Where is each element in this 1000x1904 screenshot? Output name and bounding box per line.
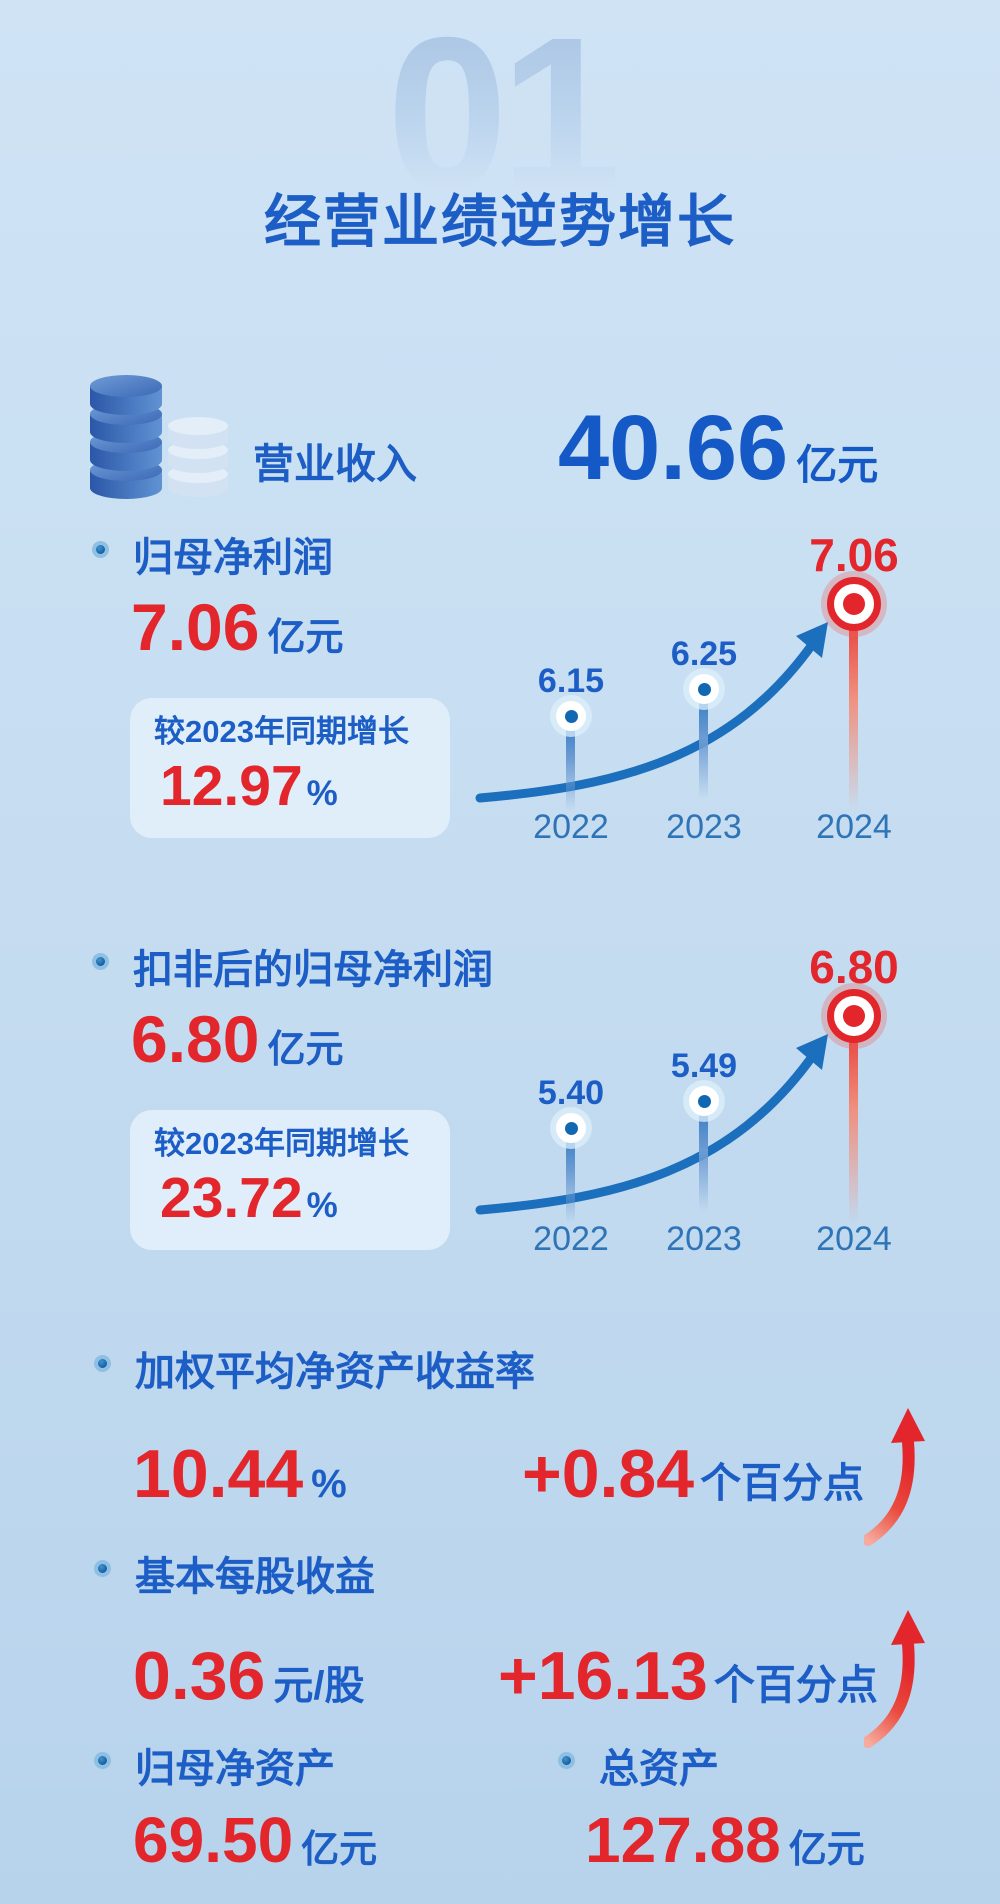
ratio-value-row: 10.44 % <box>133 1440 347 1508</box>
growth-value: 12.97 <box>160 753 303 818</box>
ratio-value: 0.36 <box>133 1638 266 1714</box>
growth-curve-arrow-icon <box>475 1034 828 1215</box>
chart-point-marker <box>556 1113 586 1143</box>
chart-point-stem <box>566 716 575 811</box>
chart-point-marker <box>689 1086 719 1116</box>
page-title: 经营业绩逆势增长 <box>264 190 736 254</box>
ratio-value: 10.44 <box>133 1436 304 1512</box>
coin-stack-faded <box>168 417 228 497</box>
chart-point-label: 7.06 <box>809 529 899 581</box>
metric-value-row: 6.80 亿元 <box>131 1006 343 1072</box>
asset-unit: 亿元 <box>301 1829 378 1871</box>
bullet-icon <box>558 1752 575 1769</box>
chart-point-stem <box>566 1128 575 1223</box>
ratio-unit: % <box>311 1462 347 1506</box>
asset-value-row: 127.88 亿元 <box>585 1808 865 1872</box>
revenue-value: 40.66 <box>558 397 789 499</box>
coin-stack-icon <box>88 372 238 507</box>
growth-value-row: 12.97 % <box>154 753 450 818</box>
ratio-label: 基本每股收益 <box>135 1555 375 1599</box>
chart-point-stem <box>849 1016 858 1224</box>
metric-unit: 亿元 <box>267 617 344 659</box>
asset-value: 127.88 <box>585 1804 781 1876</box>
asset-unit: 亿元 <box>788 1829 865 1871</box>
ratio-unit: 元/股 <box>273 1664 365 1708</box>
bullet-icon <box>94 1355 111 1372</box>
growth-value-row: 23.72 % <box>154 1165 450 1230</box>
revenue-unit: 亿元 <box>796 442 879 488</box>
section-number-watermark: 01 <box>0 6 1000 224</box>
chart-point-label: 6.80 <box>809 941 899 993</box>
revenue-label: 营业收入 <box>253 441 417 487</box>
growth-value: 23.72 <box>160 1165 303 1230</box>
asset-label: 归母净资产 <box>135 1747 335 1791</box>
growth-caption: 较2023年同期增长 <box>154 714 409 749</box>
asset-value-row: 69.50 亿元 <box>133 1808 377 1872</box>
up-arrow-icon <box>862 1406 928 1551</box>
metric-value: 7.06 <box>131 590 260 664</box>
metric-value-row: 7.06 亿元 <box>131 594 343 660</box>
growth-unit: % <box>306 773 338 813</box>
metric-label: 归母净利润 <box>133 536 333 580</box>
chart-year-label: 2024 <box>816 808 892 846</box>
chart-year-label: 2022 <box>533 1220 609 1258</box>
ratio-delta-unit: 个百分点 <box>713 1662 878 1708</box>
metric-unit: 亿元 <box>267 1029 344 1071</box>
bullet-icon <box>92 541 109 558</box>
ratio-label: 加权平均净资产收益率 <box>135 1350 535 1394</box>
ratio-delta-row: +16.13 个百分点 <box>498 1642 878 1711</box>
chart-point-marker <box>556 701 586 731</box>
chart-point-label: 5.49 <box>670 1047 738 1085</box>
up-arrow-icon <box>862 1608 928 1753</box>
chart-point-marker <box>689 674 719 704</box>
metric-label: 扣非后的归母净利润 <box>133 948 493 992</box>
chart-year-label: 2023 <box>666 808 742 846</box>
chart-point-marker-highlight <box>827 989 881 1043</box>
coin-stack-tall <box>90 375 162 499</box>
bullet-icon <box>94 1752 111 1769</box>
growth-box: 较2023年同期增长 23.72 % <box>130 1110 450 1250</box>
ratio-delta: +0.84 <box>522 1436 695 1512</box>
chart-year-label: 2022 <box>533 808 609 846</box>
revenue-value-row: 40.66 亿元 <box>558 402 878 494</box>
ratio-delta-unit: 个百分点 <box>700 1460 865 1506</box>
growth-box: 较2023年同期增长 12.97 % <box>130 698 450 838</box>
chart-point-label: 5.40 <box>537 1074 605 1112</box>
chart-point-marker-highlight <box>827 577 881 631</box>
metric-value: 6.80 <box>131 1002 260 1076</box>
metric-chart-1: 6.15 6.25 7.06 2022 2023 2024 <box>470 530 960 860</box>
chart-point-stem <box>699 689 708 799</box>
chart-point-stem <box>849 604 858 812</box>
bullet-icon <box>94 1560 111 1577</box>
bullet-icon <box>92 953 109 970</box>
chart-year-label: 2023 <box>666 1220 742 1258</box>
growth-caption: 较2023年同期增长 <box>154 1126 409 1161</box>
chart-year-label: 2024 <box>816 1220 892 1258</box>
chart-point-label: 6.15 <box>537 662 605 700</box>
growth-unit: % <box>306 1185 338 1225</box>
ratio-delta-row: +0.84 个百分点 <box>522 1440 864 1509</box>
chart-point-label: 6.25 <box>670 635 738 673</box>
asset-label: 总资产 <box>599 1747 719 1791</box>
asset-value: 69.50 <box>133 1804 294 1876</box>
chart-point-stem <box>699 1101 708 1211</box>
ratio-value-row: 0.36 元/股 <box>133 1642 364 1710</box>
metric-chart-2: 5.40 5.49 6.80 2022 2023 2024 <box>470 942 960 1272</box>
ratio-delta: +16.13 <box>498 1638 708 1714</box>
growth-curve-arrow-icon <box>475 622 828 803</box>
